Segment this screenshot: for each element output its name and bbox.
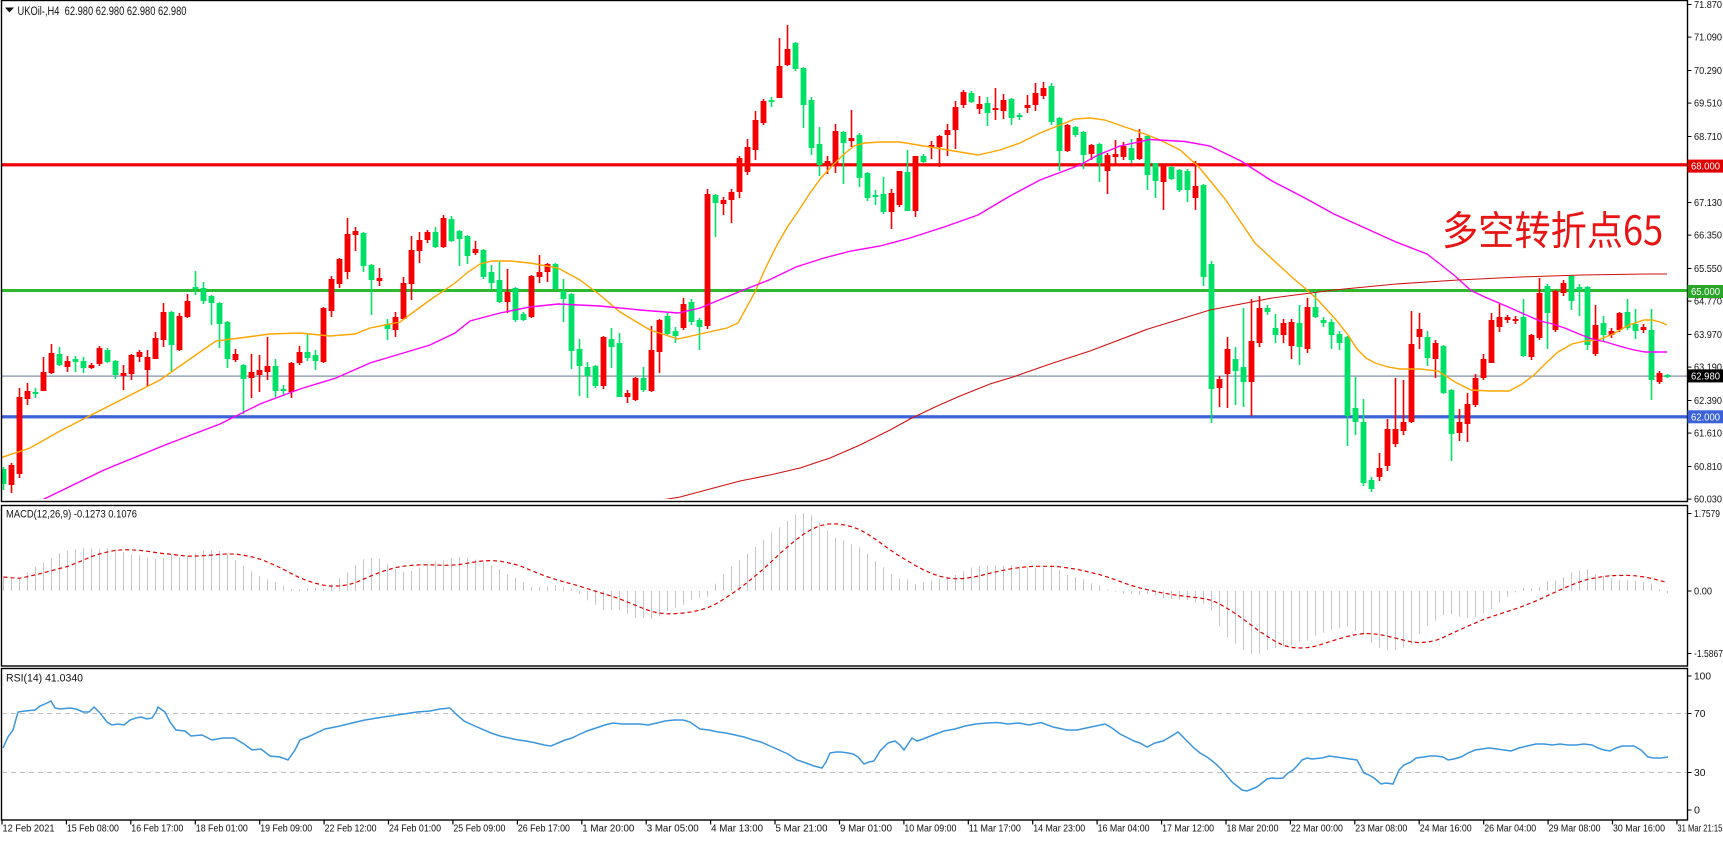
svg-text:18 Mar 20:00: 18 Mar 20:00 — [1227, 823, 1279, 835]
svg-text:100: 100 — [1694, 671, 1711, 683]
svg-text:62.390: 62.390 — [1694, 395, 1722, 407]
svg-text:26 Feb 17:00: 26 Feb 17:00 — [518, 823, 570, 835]
svg-text:66.350: 66.350 — [1694, 230, 1722, 242]
svg-text:62.980: 62.980 — [1691, 370, 1720, 382]
svg-text:22 Mar 00:00: 22 Mar 00:00 — [1291, 823, 1343, 835]
svg-text:31 Mar 21:15: 31 Mar 21:15 — [1677, 823, 1722, 835]
svg-text:RSI(14) 41.0340: RSI(14) 41.0340 — [6, 673, 83, 685]
svg-text:15 Feb 08:00: 15 Feb 08:00 — [67, 823, 119, 835]
svg-text:61.610: 61.610 — [1694, 428, 1722, 440]
svg-text:16 Feb 17:00: 16 Feb 17:00 — [131, 823, 183, 835]
svg-text:11 Mar 17:00: 11 Mar 17:00 — [969, 823, 1021, 835]
svg-text:60.810: 60.810 — [1694, 461, 1722, 473]
svg-text:65.550: 65.550 — [1694, 263, 1722, 275]
svg-text:3 Mar 05:00: 3 Mar 05:00 — [647, 823, 699, 835]
svg-text:MACD(12,26,9) -0.1273 0.1076: MACD(12,26,9) -0.1273 0.1076 — [6, 509, 137, 521]
svg-text:60.030: 60.030 — [1694, 494, 1722, 506]
svg-text:30 Mar 16:00: 30 Mar 16:00 — [1613, 823, 1665, 835]
svg-text:4 Mar 13:00: 4 Mar 13:00 — [711, 823, 763, 835]
svg-text:69.510: 69.510 — [1694, 98, 1722, 110]
svg-text:19 Feb 09:00: 19 Feb 09:00 — [260, 823, 312, 835]
svg-text:0.00: 0.00 — [1694, 586, 1712, 598]
svg-text:1.7579: 1.7579 — [1694, 508, 1720, 520]
svg-text:23 Mar 08:00: 23 Mar 08:00 — [1355, 823, 1407, 835]
svg-text:63.970: 63.970 — [1694, 329, 1722, 341]
svg-text:68.000: 68.000 — [1691, 161, 1720, 173]
svg-text:-1.5867: -1.5867 — [1694, 648, 1723, 660]
svg-text:14 Mar 23:00: 14 Mar 23:00 — [1033, 823, 1085, 835]
svg-text:1 Mar 20:00: 1 Mar 20:00 — [582, 823, 634, 835]
svg-text:68.710: 68.710 — [1694, 131, 1722, 143]
svg-text:71.870: 71.870 — [1694, 0, 1722, 11]
svg-text:16 Mar 04:00: 16 Mar 04:00 — [1098, 823, 1150, 835]
svg-text:17 Mar 12:00: 17 Mar 12:00 — [1162, 823, 1214, 835]
svg-text:71.090: 71.090 — [1694, 32, 1722, 44]
svg-text:62.000: 62.000 — [1691, 411, 1720, 423]
svg-text:70: 70 — [1694, 708, 1706, 720]
svg-text:65.000: 65.000 — [1691, 286, 1720, 298]
svg-text:30: 30 — [1694, 767, 1706, 779]
svg-text:26 Mar 04:00: 26 Mar 04:00 — [1484, 823, 1536, 835]
svg-text:24 Mar 16:00: 24 Mar 16:00 — [1420, 823, 1472, 835]
svg-text:5 Mar 21:00: 5 Mar 21:00 — [776, 823, 828, 835]
svg-text:29 Mar 08:00: 29 Mar 08:00 — [1549, 823, 1601, 835]
svg-text:24 Feb 01:00: 24 Feb 01:00 — [389, 823, 441, 835]
svg-text:70.290: 70.290 — [1694, 65, 1722, 77]
svg-text:18 Feb 01:00: 18 Feb 01:00 — [196, 823, 248, 835]
svg-text:22 Feb 12:00: 22 Feb 12:00 — [325, 823, 377, 835]
svg-text:0: 0 — [1694, 805, 1700, 817]
svg-text:67.130: 67.130 — [1694, 197, 1722, 209]
svg-text:25 Feb 09:00: 25 Feb 09:00 — [453, 823, 505, 835]
svg-text:9 Mar 01:00: 9 Mar 01:00 — [840, 823, 892, 835]
svg-text:UKOil-,H4 62.980 62.980 62.98: UKOil-,H4 62.980 62.980 62.980 62.980 — [18, 6, 187, 18]
svg-text:10 Mar 09:00: 10 Mar 09:00 — [904, 823, 956, 835]
svg-text:12 Feb 2021: 12 Feb 2021 — [3, 823, 55, 835]
